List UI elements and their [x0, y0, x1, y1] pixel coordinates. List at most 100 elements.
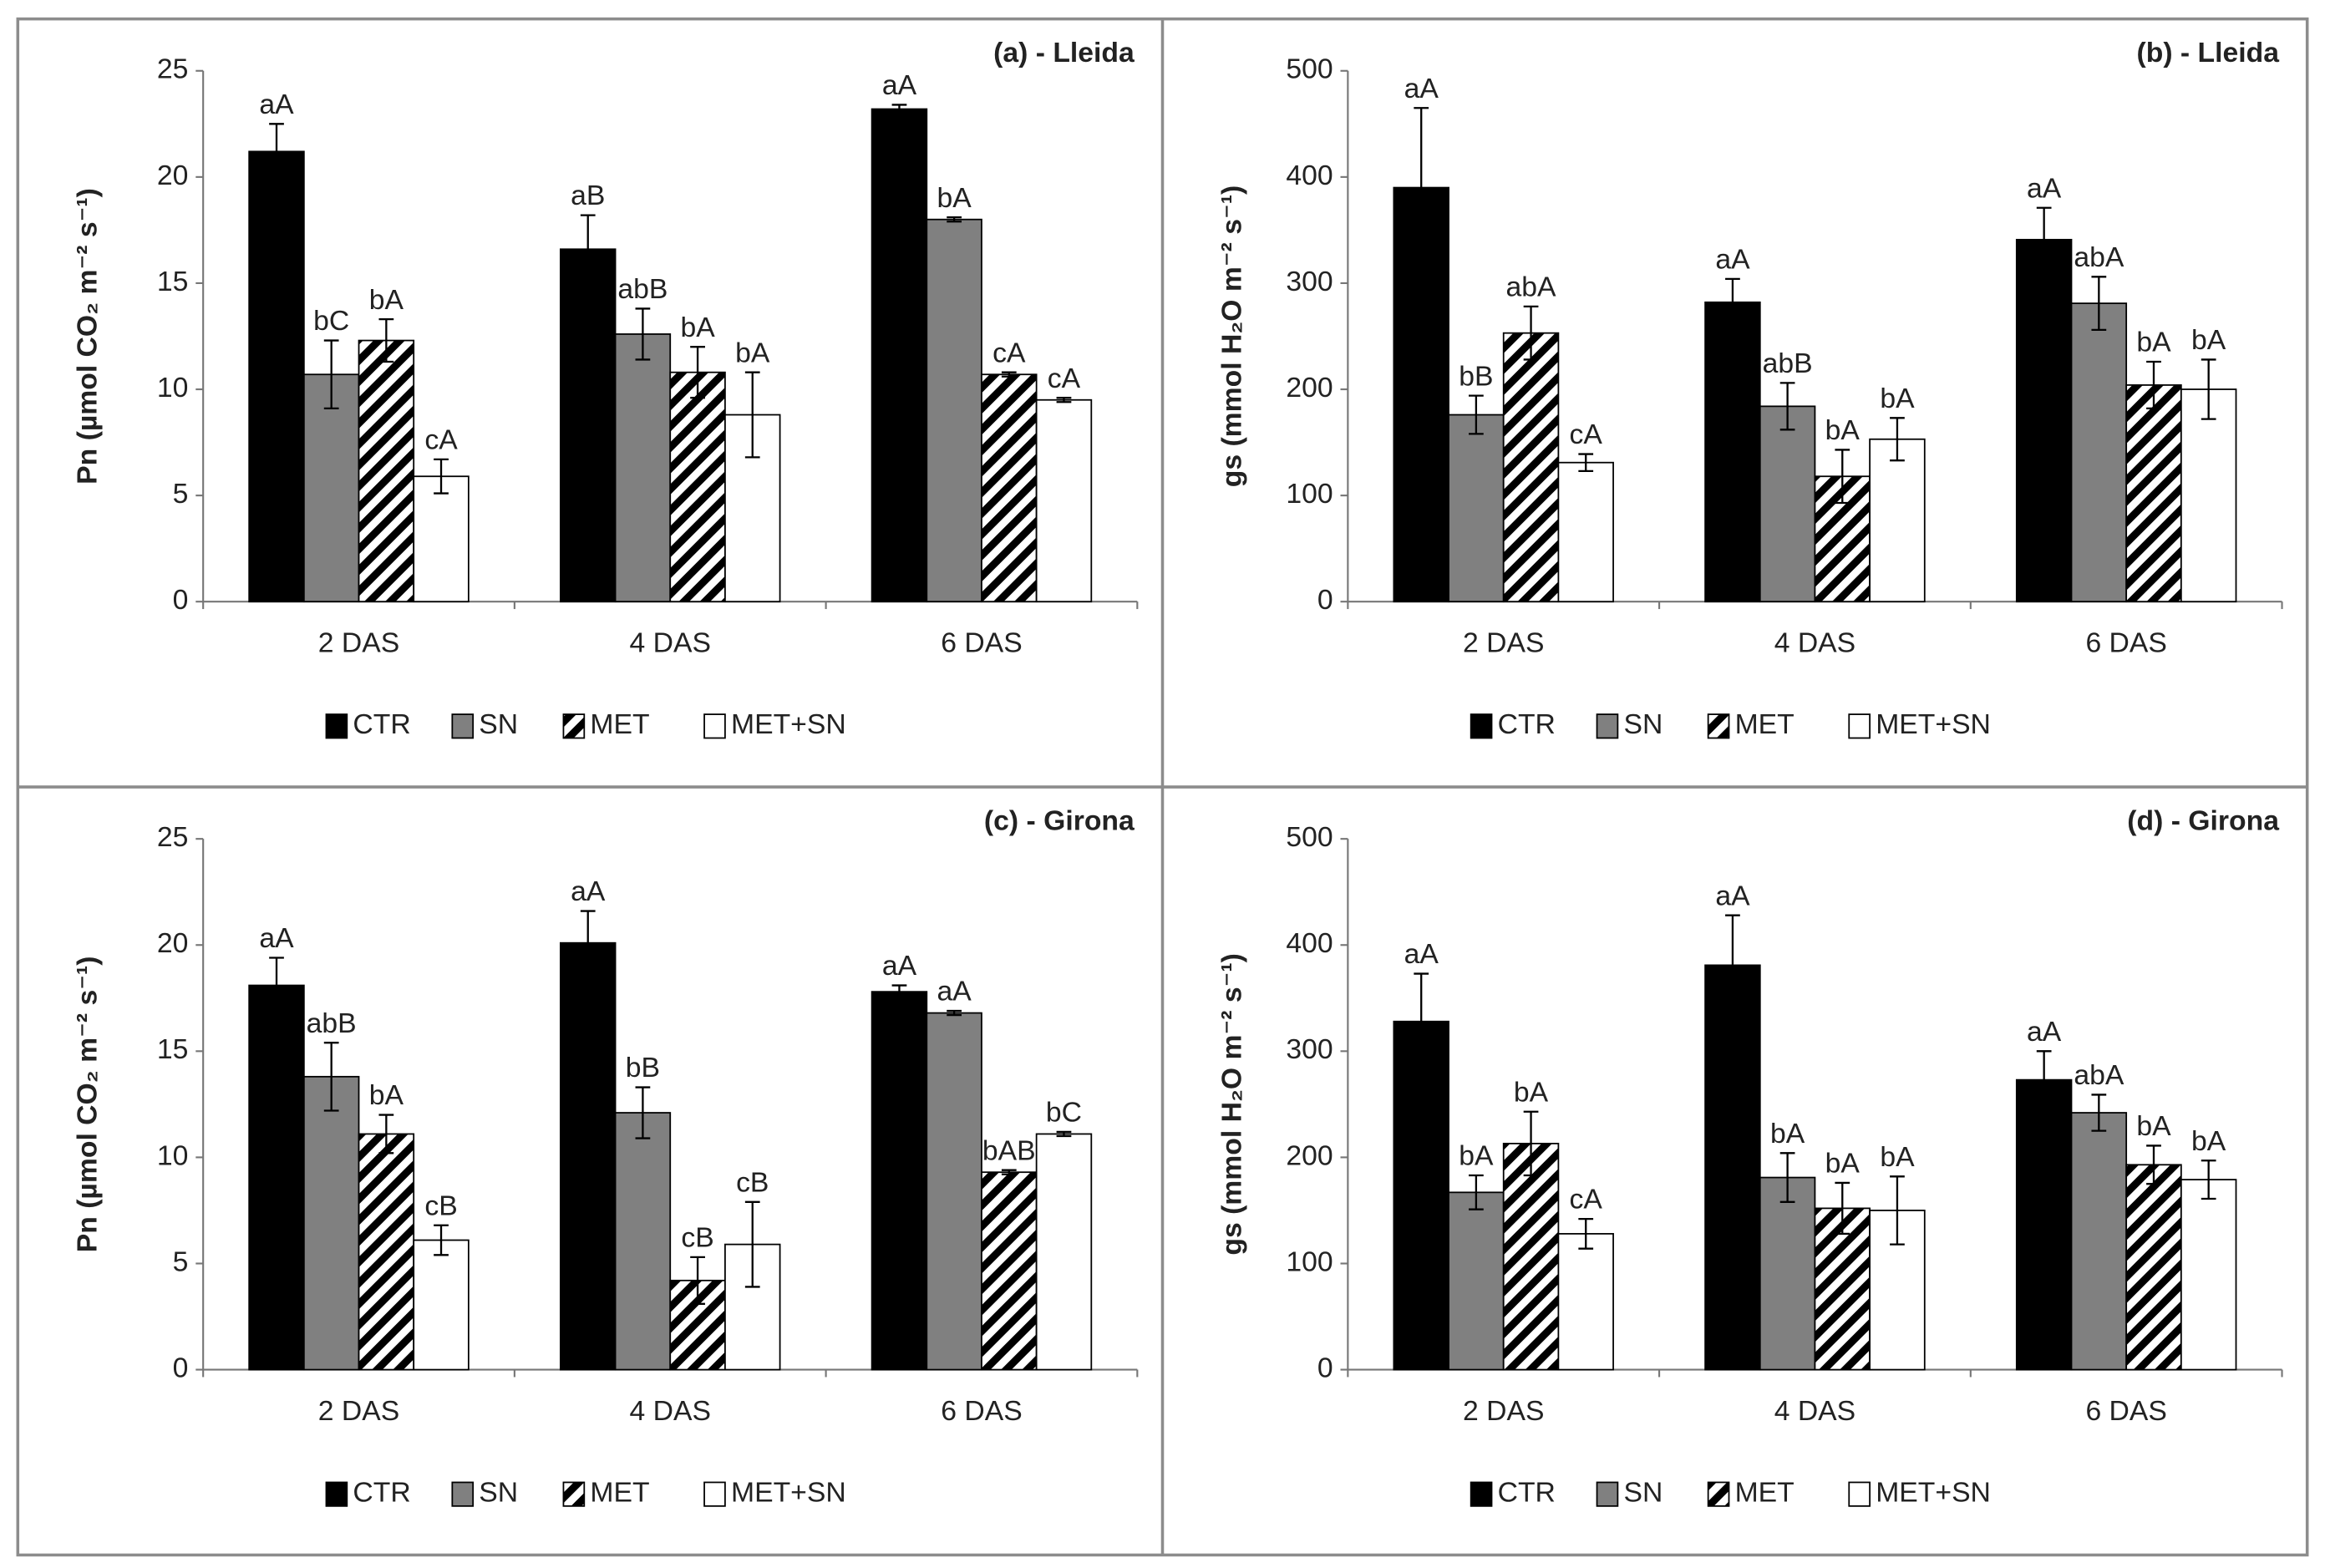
legend-label: MET: [590, 1477, 649, 1509]
legend-swatch: [1596, 1481, 1619, 1507]
x-tick-label: 2 DAS: [318, 627, 399, 659]
data-label: bA: [735, 337, 770, 368]
data-label: bC: [1046, 1097, 1082, 1129]
bar: [2070, 1112, 2128, 1371]
bar: [358, 339, 415, 603]
data-label: bAB: [982, 1134, 1036, 1166]
data-label: cB: [736, 1166, 769, 1198]
y-tick-label: 0: [1317, 584, 1333, 616]
legend-swatch: [1470, 713, 1493, 739]
bar: [1869, 438, 1926, 603]
data-label: bA: [1880, 1141, 1915, 1173]
y-tick-label: 500: [1286, 821, 1333, 853]
legend-label: MET+SN: [731, 708, 846, 740]
bar: [1448, 414, 1505, 603]
y-tick-label: 15: [157, 1033, 189, 1065]
data-label: aA: [2027, 1016, 2062, 1048]
data-label: aB: [571, 180, 605, 211]
legend-label: MET: [1735, 708, 1795, 740]
y-tick-label: 0: [1317, 1352, 1333, 1383]
data-label: bA: [1825, 1148, 1861, 1180]
data-label: bC: [313, 305, 349, 337]
legend-label: SN: [479, 1477, 518, 1509]
x-tick-label: 2 DAS: [1463, 1395, 1544, 1427]
y-tick-label: 100: [1286, 1246, 1333, 1277]
legend-swatch: [325, 713, 348, 739]
legend-swatch: [703, 713, 726, 739]
data-label: aA: [571, 875, 606, 907]
bar: [1448, 1191, 1505, 1371]
bar: [1557, 1233, 1614, 1371]
y-tick-label: 5: [173, 478, 189, 510]
y-tick-label: 400: [1286, 927, 1333, 959]
data-label: abB: [307, 1007, 357, 1039]
data-label: bA: [1459, 1140, 1494, 1172]
y-tick-label: 20: [157, 927, 189, 959]
bar: [926, 218, 982, 603]
legend-swatch: [451, 1481, 475, 1507]
chart-title: (b) - Lleida: [2137, 37, 2280, 69]
legend-label: CTR: [1498, 708, 1556, 740]
bar: [1759, 405, 1816, 603]
y-tick-label: 300: [1286, 1033, 1333, 1065]
y-tick-label: 25: [157, 821, 189, 853]
data-label: bA: [2191, 324, 2226, 356]
bar: [926, 1012, 982, 1371]
x-tick-label: 4 DAS: [630, 627, 711, 659]
bar: [1814, 1207, 1871, 1371]
y-tick-label: 25: [157, 53, 189, 85]
data-label: bB: [1459, 360, 1493, 392]
x-tick-label: 6 DAS: [2085, 627, 2166, 659]
bar: [302, 373, 360, 603]
data-label: aA: [937, 976, 972, 1007]
legend-swatch: [451, 713, 475, 739]
legend-swatch: [1470, 1481, 1493, 1507]
data-label: bA: [1880, 383, 1915, 414]
data-label: abA: [2074, 1059, 2124, 1091]
data-label: cA: [1570, 1184, 1603, 1215]
y-tick-label: 400: [1286, 160, 1333, 191]
bar: [1759, 1176, 1816, 1371]
y-axis-label: gs (mmol H₂O m⁻² s⁻¹): [1216, 185, 1248, 488]
bar: [1704, 964, 1761, 1371]
legend-swatch: [1848, 713, 1871, 739]
legend-swatch: [562, 1481, 586, 1507]
chart-title: (d) - Girona: [2127, 805, 2279, 837]
y-axis-label: Pn (µmol CO₂ m⁻² s⁻¹): [71, 188, 103, 485]
x-tick-label: 2 DAS: [318, 1395, 399, 1427]
data-label: bA: [2191, 1125, 2226, 1157]
data-label: cA: [424, 424, 458, 456]
legend-label: CTR: [353, 708, 410, 740]
legend-swatch: [703, 1481, 726, 1507]
x-tick-label: 4 DAS: [630, 1395, 711, 1427]
bar: [560, 248, 617, 603]
data-label: aA: [1715, 243, 1750, 275]
x-tick-label: 2 DAS: [1463, 627, 1544, 659]
bar: [614, 1112, 672, 1371]
y-tick-label: 5: [173, 1246, 189, 1277]
legend-label: MET+SN: [731, 1477, 846, 1509]
x-tick-label: 6 DAS: [941, 1395, 1022, 1427]
bar: [358, 1133, 415, 1371]
bar: [871, 108, 928, 603]
chart-title: (a) - Lleida: [993, 37, 1135, 69]
bar: [413, 1239, 470, 1371]
data-label: aA: [2027, 172, 2062, 204]
legend-label: MET+SN: [1876, 1477, 1991, 1509]
bar: [2180, 388, 2237, 603]
bar: [2180, 1179, 2237, 1371]
data-label: aA: [882, 950, 917, 982]
data-label: abA: [2074, 241, 2124, 273]
x-tick-label: 4 DAS: [1774, 1395, 1855, 1427]
bar: [560, 941, 617, 1371]
bar: [669, 371, 726, 603]
data-label: aA: [1715, 880, 1750, 911]
legend-label: MET: [590, 708, 649, 740]
data-label: cB: [424, 1190, 457, 1221]
y-axis-label: gs (mmol H₂O m⁻² s⁻¹): [1216, 953, 1248, 1256]
chart-title: (c) - Girona: [984, 805, 1135, 837]
legend-label: SN: [1623, 1477, 1663, 1509]
bar: [1035, 1133, 1093, 1371]
data-label: bA: [369, 284, 404, 316]
